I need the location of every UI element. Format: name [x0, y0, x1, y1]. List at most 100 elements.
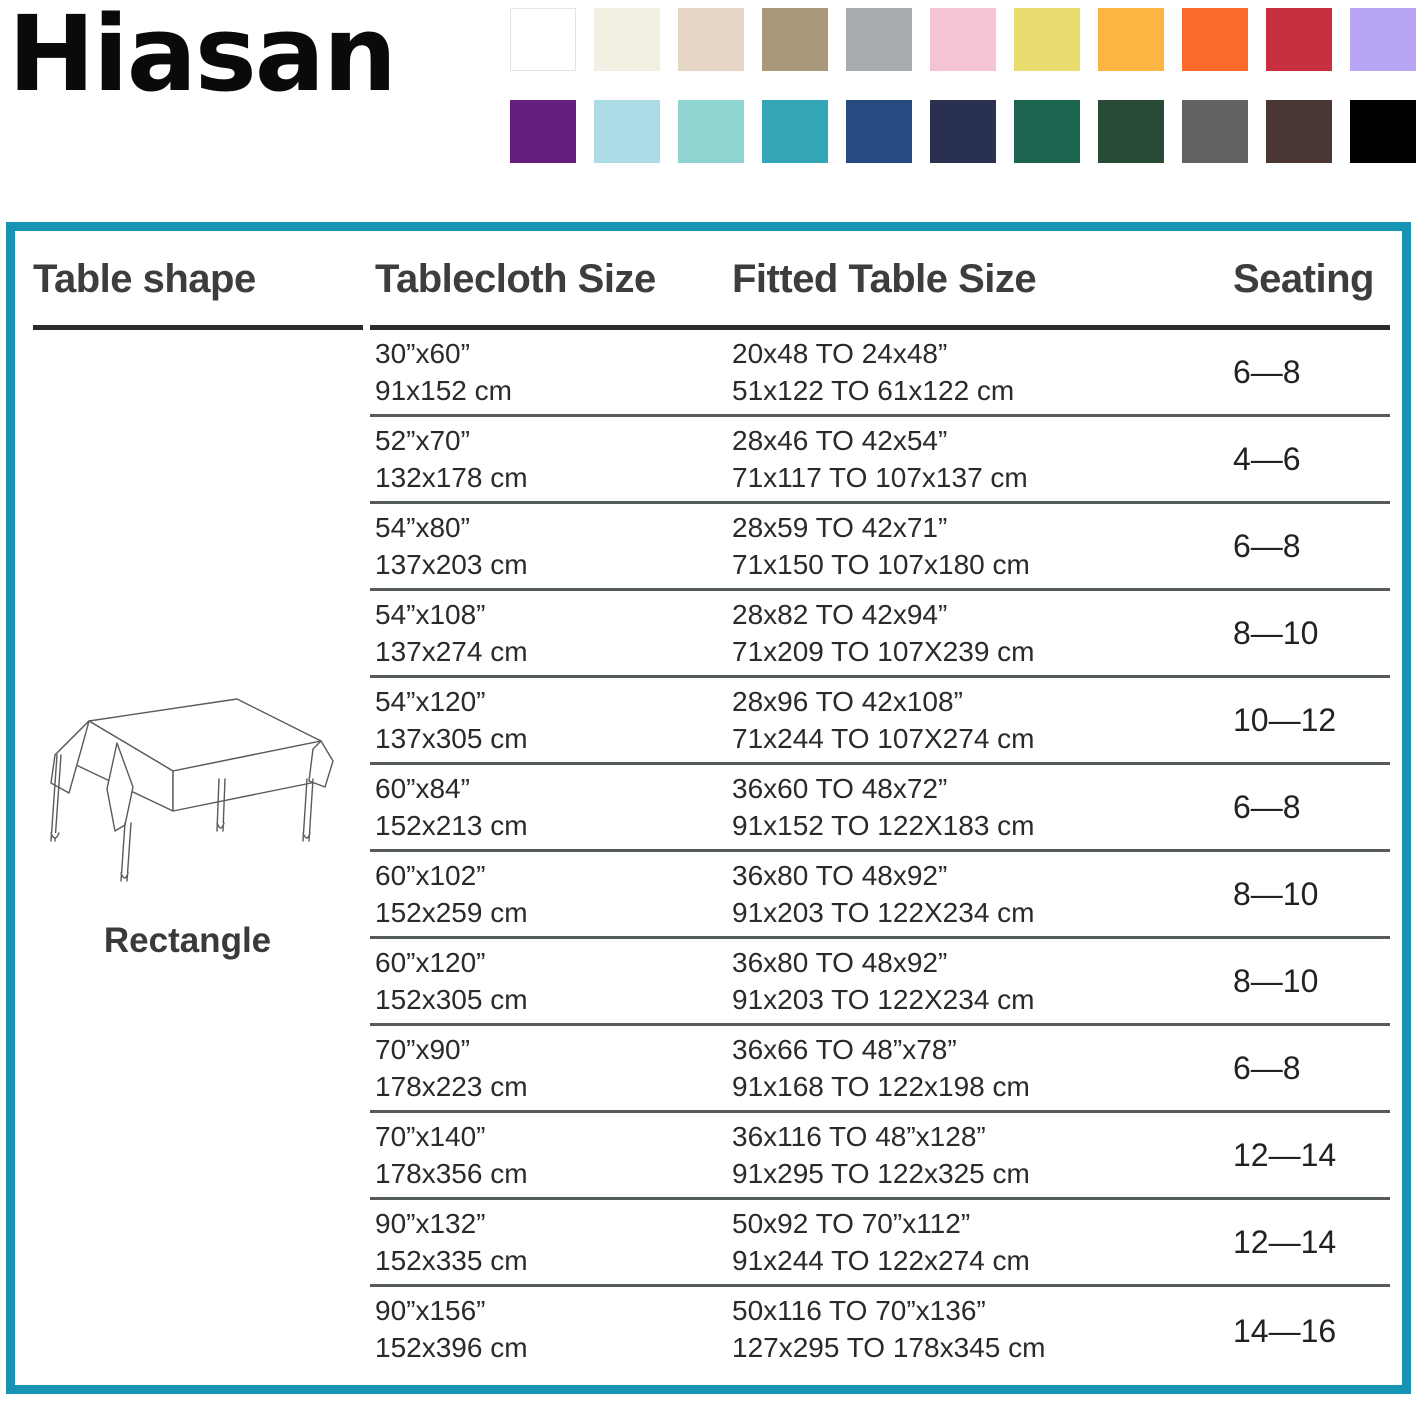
- fitted-table-size-cm: 71x150 TO 107x180 cm: [732, 548, 1030, 580]
- table-row: 60”x102” 152x259 cm 36x80 TO 48x92” 91x203 …: [370, 852, 1390, 939]
- cell-fitted-table-size: 50x92 TO 70”x112” 91x244 TO 122x274 cm: [732, 1206, 1030, 1280]
- fitted-table-size-inches: 36x80 TO 48x92”: [732, 947, 948, 978]
- color-swatch-dark-brown[interactable]: [1266, 100, 1332, 163]
- fitted-table-size-cm: 91x152 TO 122X183 cm: [732, 809, 1035, 841]
- color-swatch-aqua[interactable]: [678, 100, 744, 163]
- color-swatch-white[interactable]: [510, 8, 576, 71]
- cell-fitted-table-size: 36x66 TO 48”x78” 91x168 TO 122x198 cm: [732, 1032, 1030, 1106]
- brand-logo: Hiasan: [8, 0, 397, 115]
- color-swatch-black[interactable]: [1350, 100, 1416, 163]
- color-swatch-blush-pink[interactable]: [930, 8, 996, 71]
- cell-tablecloth-size: 54”x80” 137x203 cm: [375, 510, 528, 584]
- fitted-table-size-cm: 91x203 TO 122X234 cm: [732, 896, 1035, 928]
- color-swatch-light-blue[interactable]: [594, 100, 660, 163]
- table-row: 54”x108” 137x274 cm 28x82 TO 42x94” 71x209 …: [370, 591, 1390, 678]
- shape-header-divider: [33, 325, 363, 330]
- table-row: 90”x156” 152x396 cm 50x116 TO 70”x136” 127x…: [370, 1287, 1390, 1374]
- color-swatch-amber[interactable]: [1098, 8, 1164, 71]
- cell-seating: 8—10: [1233, 875, 1319, 912]
- tablecloth-size-cm: 178x223 cm: [375, 1070, 528, 1102]
- color-swatch-silver-gray[interactable]: [846, 8, 912, 71]
- fitted-table-size-inches: 20x48 TO 24x48”: [732, 338, 948, 369]
- cell-fitted-table-size: 36x80 TO 48x92” 91x203 TO 122X234 cm: [732, 858, 1035, 932]
- fitted-table-size-inches: 50x92 TO 70”x112”: [732, 1208, 971, 1239]
- fitted-table-size-inches: 50x116 TO 70”x136”: [732, 1295, 986, 1326]
- color-swatch-forest-green[interactable]: [1098, 100, 1164, 163]
- cell-seating: 8—10: [1233, 614, 1319, 651]
- color-swatch-beige[interactable]: [678, 8, 744, 71]
- column-header-fitted-table-size: Fitted Table Size: [732, 257, 1037, 301]
- fitted-table-size-cm: 91x295 TO 122x325 cm: [732, 1157, 1030, 1189]
- cell-tablecloth-size: 52”x70” 132x178 cm: [375, 423, 528, 497]
- color-swatch-row-top: [510, 8, 1416, 71]
- fitted-table-size-inches: 36x60 TO 48x72”: [732, 773, 948, 804]
- color-swatch-orange[interactable]: [1182, 8, 1248, 71]
- fitted-table-size-cm: 91x203 TO 122X234 cm: [732, 983, 1035, 1015]
- tablecloth-size-inches: 90”x132”: [375, 1208, 486, 1239]
- tablecloth-size-inches: 54”x108”: [375, 599, 486, 630]
- color-swatch-grid: [510, 8, 1416, 192]
- color-swatch-yellow[interactable]: [1014, 8, 1080, 71]
- tablecloth-size-inches: 70”x140”: [375, 1121, 486, 1152]
- table-row: 60”x84” 152x213 cm 36x60 TO 48x72” 91x152 T…: [370, 765, 1390, 852]
- column-header-row: Tablecloth Size Fitted Table Size Seatin…: [370, 257, 1402, 325]
- fitted-table-size-cm: 51x122 TO 61x122 cm: [732, 374, 1015, 406]
- color-swatch-ivory[interactable]: [594, 8, 660, 71]
- tablecloth-size-cm: 152x396 cm: [375, 1331, 528, 1363]
- tablecloth-size-cm: 152x259 cm: [375, 896, 528, 928]
- tablecloth-size-cm: 137x274 cm: [375, 635, 528, 667]
- fitted-table-size-cm: 71x209 TO 107X239 cm: [732, 635, 1035, 667]
- fitted-table-size-inches: 28x46 TO 42x54”: [732, 425, 948, 456]
- table-shape-label: Rectangle: [103, 921, 272, 960]
- table-shape-column: Table shape: [15, 231, 370, 1385]
- cell-tablecloth-size: 60”x120” 152x305 cm: [375, 945, 528, 1019]
- table-row: 70”x90” 178x223 cm 36x66 TO 48”x78” 91x168 …: [370, 1026, 1390, 1113]
- cell-tablecloth-size: 54”x120” 137x305 cm: [375, 684, 528, 758]
- size-data-columns: Tablecloth Size Fitted Table Size Seatin…: [370, 231, 1402, 1385]
- color-swatch-navy-blue[interactable]: [846, 100, 912, 163]
- header-divider: [370, 325, 1390, 330]
- rectangle-table-icon: [21, 683, 361, 883]
- cell-tablecloth-size: 30”x60” 91x152 cm: [375, 336, 512, 410]
- color-swatch-dark-navy[interactable]: [930, 100, 996, 163]
- cell-seating: 4—6: [1233, 440, 1301, 477]
- table-row: 70”x140” 178x356 cm 36x116 TO 48”x128” 91x2…: [370, 1113, 1390, 1200]
- cell-seating: 6—8: [1233, 788, 1301, 825]
- tablecloth-size-cm: 137x203 cm: [375, 548, 528, 580]
- color-swatch-red[interactable]: [1266, 8, 1332, 71]
- fitted-table-size-inches: 28x59 TO 42x71”: [732, 512, 948, 543]
- tablecloth-size-cm: 178x356 cm: [375, 1157, 528, 1189]
- fitted-table-size-inches: 36x116 TO 48”x128”: [732, 1121, 986, 1152]
- tablecloth-size-inches: 90”x156”: [375, 1295, 486, 1326]
- fitted-table-size-cm: 71x117 TO 107x137 cm: [732, 461, 1028, 493]
- color-swatch-emerald-green[interactable]: [1014, 100, 1080, 163]
- cell-fitted-table-size: 50x116 TO 70”x136” 127x295 TO 178x345 cm: [732, 1293, 1045, 1367]
- cell-tablecloth-size: 70”x140” 178x356 cm: [375, 1119, 528, 1193]
- tablecloth-size-cm: 152x335 cm: [375, 1244, 528, 1276]
- cell-seating: 8—10: [1233, 962, 1319, 999]
- cell-seating: 12—14: [1233, 1223, 1337, 1260]
- table-row: 54”x80” 137x203 cm 28x59 TO 42x71” 71x150 T…: [370, 504, 1390, 591]
- fitted-table-size-cm: 71x244 TO 107X274 cm: [732, 722, 1035, 754]
- cell-fitted-table-size: 36x60 TO 48x72” 91x152 TO 122X183 cm: [732, 771, 1035, 845]
- header-bar: Hiasan: [0, 0, 1417, 200]
- fitted-table-size-inches: 28x82 TO 42x94”: [732, 599, 948, 630]
- fitted-table-size-cm: 127x295 TO 178x345 cm: [732, 1331, 1046, 1363]
- cell-tablecloth-size: 90”x156” 152x396 cm: [375, 1293, 528, 1367]
- cell-fitted-table-size: 36x116 TO 48”x128” 91x295 TO 122x325 cm: [732, 1119, 1030, 1193]
- column-header-seating: Seating: [1233, 257, 1374, 301]
- color-swatch-teal[interactable]: [762, 100, 828, 163]
- size-chart-panel: Table shape: [6, 222, 1411, 1394]
- color-swatch-lavender[interactable]: [1350, 8, 1416, 71]
- tablecloth-size-cm: 152x305 cm: [375, 983, 528, 1015]
- color-swatch-khaki[interactable]: [762, 8, 828, 71]
- cell-tablecloth-size: 90”x132” 152x335 cm: [375, 1206, 528, 1280]
- tablecloth-size-inches: 54”x80”: [375, 512, 470, 543]
- color-swatch-purple[interactable]: [510, 100, 576, 163]
- color-swatch-gray[interactable]: [1182, 100, 1248, 163]
- cell-fitted-table-size: 28x46 TO 42x54” 71x117 TO 107x137 cm: [732, 423, 1028, 497]
- cell-fitted-table-size: 28x59 TO 42x71” 71x150 TO 107x180 cm: [732, 510, 1030, 584]
- cell-fitted-table-size: 20x48 TO 24x48” 51x122 TO 61x122 cm: [732, 336, 1014, 410]
- tablecloth-size-inches: 52”x70”: [375, 425, 470, 456]
- table-row: 90”x132” 152x335 cm 50x92 TO 70”x112” 91x24…: [370, 1200, 1390, 1287]
